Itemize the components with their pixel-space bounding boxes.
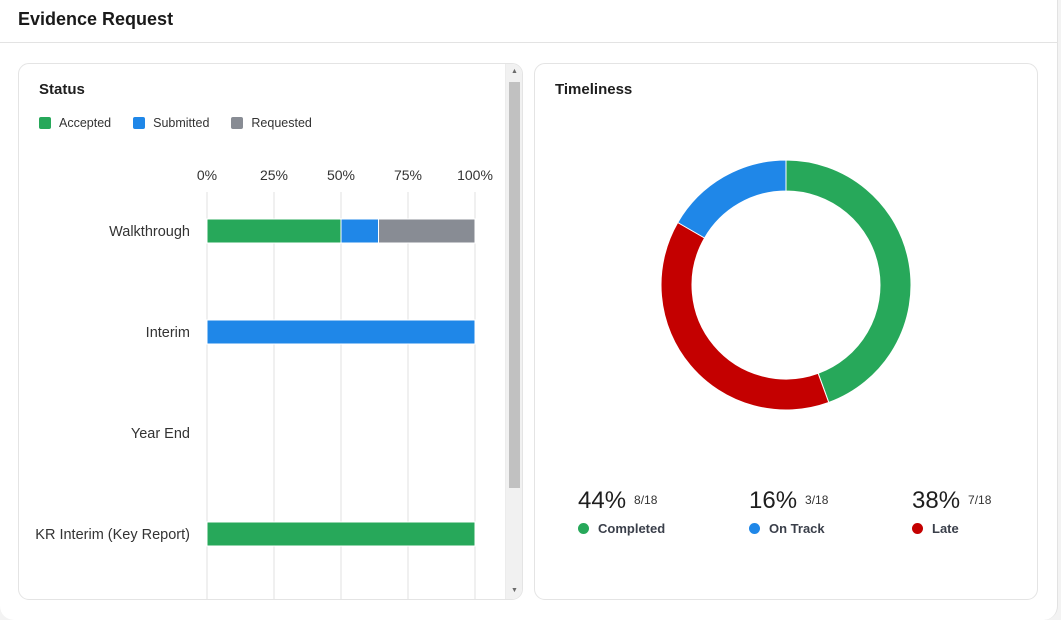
stat-completed-pct: 44%	[578, 487, 627, 514]
legend-item-accepted[interactable]: Accepted	[39, 116, 111, 130]
x-tick-0: 0%	[197, 167, 217, 183]
bar-walkthrough-requested[interactable]	[378, 218, 476, 244]
y-label-year-end: Year End	[131, 426, 190, 442]
legend-item-requested[interactable]: Requested	[231, 116, 312, 130]
legend-label-submitted: Submitted	[153, 116, 210, 130]
stat-completed: 44% 8/18 Completed	[578, 487, 665, 536]
scroll-down-arrow-icon[interactable]: ▼	[511, 587, 518, 594]
y-label-walkthrough: Walkthrough	[109, 224, 190, 240]
timeliness-donut-chart	[660, 159, 912, 411]
bar-walkthrough-submitted[interactable]	[340, 218, 380, 244]
scroll-up-arrow-icon[interactable]: ▲	[511, 68, 518, 75]
stat-late-pct: 38%	[912, 487, 961, 514]
stat-on-track-label: On Track	[769, 521, 825, 536]
stat-on-track-pct: 16%	[749, 487, 798, 514]
y-label-interim: Interim	[146, 325, 190, 341]
stat-late-frac: 7/18	[968, 493, 992, 507]
status-card: Status Accepted Submitted Requested 0% 25…	[18, 63, 523, 600]
donut-slice-completed[interactable]	[785, 159, 912, 404]
stat-completed-label: Completed	[598, 521, 666, 536]
x-tick-75: 75%	[394, 167, 422, 183]
status-scrollbar[interactable]: ▲ ▼	[505, 64, 522, 599]
stat-on-track: 16% 3/18 On Track	[749, 487, 828, 536]
page-header: Evidence Request	[0, 0, 1058, 43]
stat-completed-dot	[578, 523, 589, 534]
timeliness-title: Timeliness	[555, 81, 633, 98]
stat-late: 38% 7/18 Late	[912, 487, 991, 536]
stat-late-label: Late	[932, 521, 959, 536]
donut-slice-on-track[interactable]	[677, 159, 787, 239]
status-title: Status	[39, 81, 85, 98]
bar-walkthrough-accepted[interactable]	[206, 218, 342, 244]
x-tick-25: 25%	[260, 167, 288, 183]
y-label-kr-interim-key-report: KR Interim (Key Report)	[35, 527, 190, 543]
bar-interim-submitted[interactable]	[206, 319, 476, 345]
legend-item-submitted[interactable]: Submitted	[133, 116, 209, 130]
stat-on-track-dot	[749, 523, 760, 534]
legend-swatch-submitted	[133, 117, 146, 129]
bar-kr-interim-key-report-accepted[interactable]	[206, 521, 476, 547]
page-title: Evidence Request	[18, 9, 174, 29]
timeliness-card: Timeliness 44% 8/18 Completed 16% 3/18 O…	[534, 63, 1038, 600]
legend-label-requested: Requested	[251, 116, 312, 130]
stat-late-dot	[912, 523, 923, 534]
scroll-thumb[interactable]	[509, 82, 520, 488]
stat-on-track-frac: 3/18	[805, 493, 829, 507]
status-bar-chart: 0% 25% 50% 75% 100% Walkthrough Interim Year En…	[35, 167, 493, 599]
legend-label-accepted: Accepted	[59, 116, 112, 130]
status-legend: Accepted Submitted Requested	[39, 116, 334, 130]
x-tick-50: 50%	[327, 167, 355, 183]
stat-completed-frac: 8/18	[634, 493, 658, 507]
x-tick-100: 100%	[457, 167, 493, 183]
legend-swatch-accepted	[39, 117, 51, 129]
legend-swatch-requested	[231, 117, 244, 129]
donut-slice-late[interactable]	[660, 221, 830, 411]
